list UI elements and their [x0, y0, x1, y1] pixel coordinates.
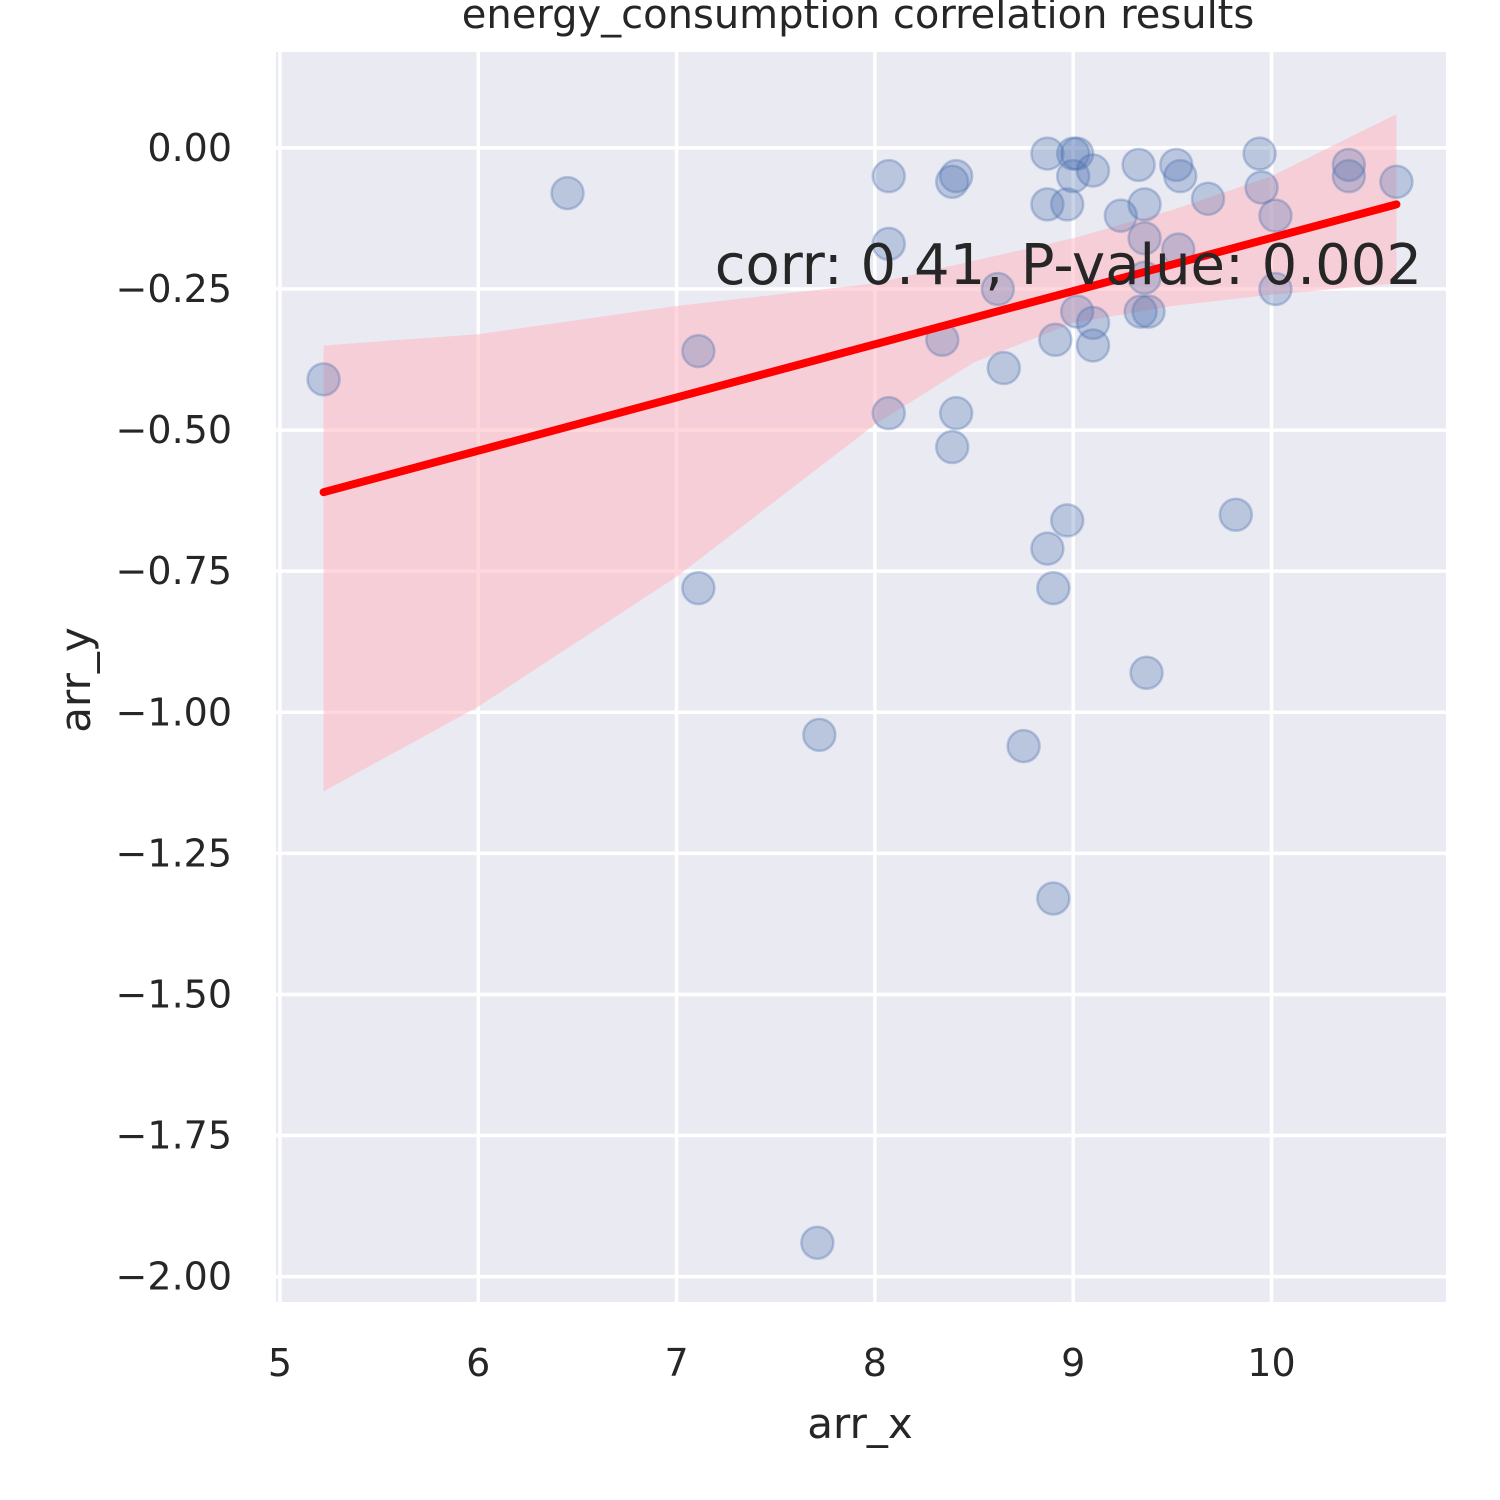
regression-line-layer: [319, 200, 1401, 497]
x-tick-label: 10: [1247, 1341, 1295, 1385]
scatter-point: [1075, 305, 1111, 341]
scatter-point: [1030, 187, 1065, 222]
x-tick-labels: 5 6 7 8 9 10: [268, 1341, 1296, 1385]
x-tick-label: 5: [268, 1341, 292, 1385]
y-tick-label: 0.00: [147, 126, 232, 170]
scatter-point: [980, 271, 1016, 307]
regression-line: [319, 200, 1401, 497]
x-axis-title: arr_x: [807, 1399, 912, 1448]
scatter-point: [1242, 136, 1277, 171]
scatter-point: [681, 333, 716, 369]
scatter-point: [1006, 728, 1041, 764]
scatter-point: [871, 395, 907, 431]
scatter-point: [934, 164, 970, 200]
scatter-point: [934, 429, 970, 465]
scatter-point: [938, 158, 974, 194]
scatter-point: [1036, 881, 1071, 916]
scatter-point: [1055, 136, 1091, 171]
y-axis-title: arr_y: [51, 627, 100, 732]
scatter-point: [1163, 158, 1198, 194]
y-tick-label: −1.00: [116, 690, 232, 734]
scatter-point: [986, 350, 1022, 386]
y-tick-label: −1.50: [116, 972, 232, 1016]
y-tick-label: −1.75: [116, 1114, 232, 1158]
scatter-point: [550, 175, 585, 211]
scatter-point: [1127, 220, 1162, 256]
scatter-point: [1127, 187, 1162, 222]
scatter-point: [1103, 198, 1139, 233]
scatter-point: [1038, 322, 1073, 358]
chart-title: energy_consumption correlation results: [462, 0, 1254, 38]
x-tick-label: 8: [863, 1341, 887, 1385]
y-tick-label: −1.25: [116, 831, 232, 875]
y-tick-label: −0.75: [116, 549, 232, 593]
scatter-point: [1049, 503, 1085, 538]
scatter-point: [1030, 136, 1065, 171]
scatter-point: [1055, 158, 1091, 194]
scatter-point: [802, 717, 837, 753]
scatter-point: [1123, 294, 1158, 329]
correlation-annotation: corr: 0.41, P-value: 0.002: [715, 233, 1422, 298]
scatter-point: [800, 1225, 835, 1260]
scatter-point: [1121, 147, 1156, 183]
confidence-band: [323, 114, 1397, 792]
scatter-point: [1331, 158, 1367, 194]
scatter-point: [1075, 328, 1111, 363]
y-tick-label: −0.50: [116, 408, 232, 452]
scatter-point: [1129, 655, 1164, 691]
scatter-point: [1036, 570, 1071, 606]
scatter-point: [1258, 271, 1293, 307]
scatter-point: [1030, 531, 1065, 566]
scatter-point: [1075, 153, 1111, 188]
y-tick-labels: 0.00 −0.25 −0.50 −0.75 −1.00 −1.25 −1.50 −1.75 −…: [116, 126, 232, 1299]
scatter-point: [1190, 181, 1226, 216]
scatter-point: [871, 158, 907, 194]
scatter-point: [871, 226, 907, 262]
scatter-point: [1059, 136, 1095, 171]
y-tick-label: −0.25: [116, 267, 232, 311]
confidence-band-layer: [323, 114, 1397, 792]
scatter-point: [938, 395, 974, 431]
y-tick-label: −2.00: [116, 1255, 232, 1299]
scatter-point: [1258, 198, 1293, 233]
scatter-point: [1218, 497, 1254, 533]
scatter-point: [681, 570, 716, 606]
scatter-points: [306, 136, 1414, 1260]
scatter-point: [1159, 147, 1194, 183]
scatter-point: [1049, 187, 1085, 222]
scatter-point: [1131, 294, 1166, 329]
x-tick-label: 9: [1061, 1341, 1085, 1385]
scatter-point: [1331, 147, 1367, 183]
x-tick-label: 7: [664, 1341, 688, 1385]
scatter-point: [1379, 164, 1414, 200]
scatter-point: [306, 362, 341, 397]
scatter-point: [1244, 170, 1279, 205]
x-tick-label: 6: [466, 1341, 490, 1385]
scatter-point: [1059, 294, 1095, 329]
